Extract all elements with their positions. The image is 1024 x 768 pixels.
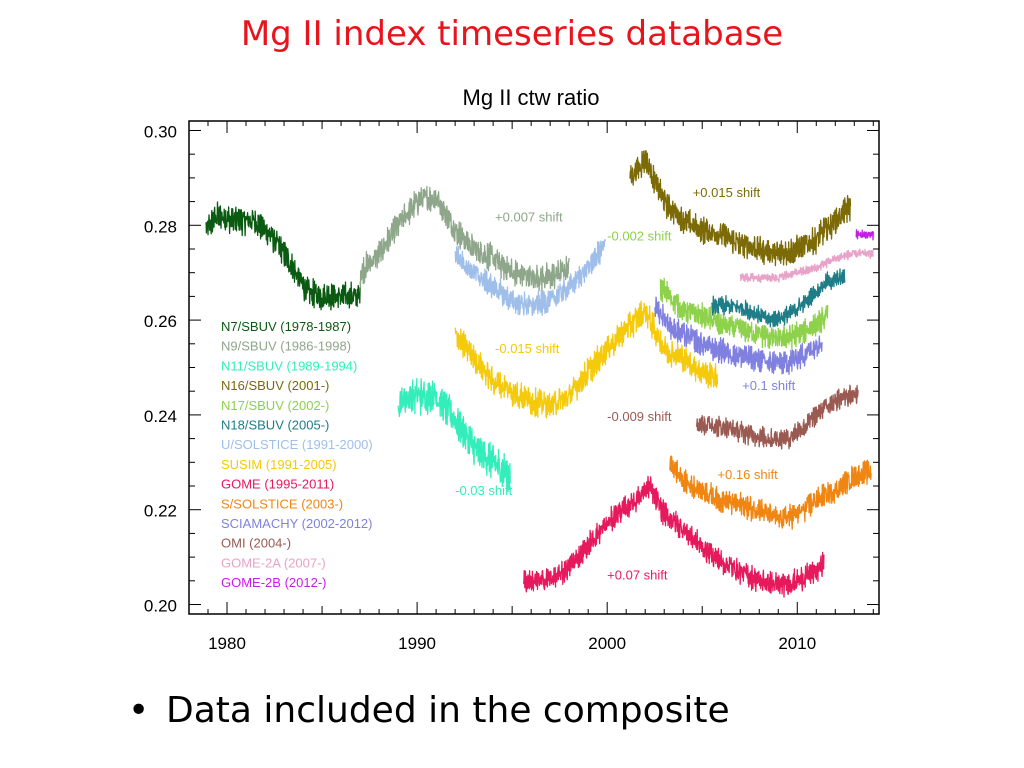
series-line [454,238,606,317]
legend-entry: U/SOLSTICE (1991-2000) [221,437,373,452]
legend-entry: N18/SBUV (2005-) [221,418,329,433]
chart-title: Mg II ctw ratio [463,85,600,110]
x-tick-label: 1990 [398,634,436,653]
bullet-text: Data included in the composite [166,690,730,731]
legend-entry: N7/SBUV (1978-1987) [221,319,351,334]
legend-entry: N17/SBUV (2002-) [221,398,329,413]
series-line [629,150,852,267]
legend-entry: GOME-2B (2012-) [221,575,326,590]
y-tick-label: 0.20 [144,597,177,616]
legend-entry: OMI (2004-) [221,536,291,551]
series-line [739,248,874,284]
bullet-item: • Data included in the composite [128,690,730,731]
legend-entry: GOME-2A (2007-) [221,555,326,570]
y-tick-label: 0.24 [144,407,177,426]
shift-annotation: +0.015 shift [693,185,761,200]
shift-annotation: -0.009 shift [607,409,672,424]
legend-entry: SCIAMACHY (2002-2012) [221,516,373,531]
shift-annotation: +0.007 shift [495,209,563,224]
y-tick-label: 0.30 [144,122,177,141]
legend-entry: SUSIM (1991-2005) [221,457,337,472]
series-line [522,475,825,598]
series-line [454,300,719,419]
annotations: +0.007 shift -0.002 shift +0.015 shift -0.0… [455,185,796,583]
series-line [855,229,874,241]
series-layer [205,150,874,598]
x-tick-label: 2010 [778,634,816,653]
shift-annotation: +0.07 shift [607,567,668,582]
axes-layer: 1980 1990 2000 2010 0.20 0.22 0.24 0.26 0.28 0.30 [144,120,880,653]
legend-entry: S/SOLSTICE (2003-) [221,496,343,511]
series-line [654,296,823,375]
y-tick-label: 0.26 [144,312,177,331]
series-line [695,384,859,450]
legend-entry: N16/SBUV (2001-) [221,378,329,393]
legend-entry: N11/SBUV (1989-1994) [221,358,357,373]
legend-entry: N9/SBUV (1986-1998) [221,339,351,354]
x-tick-label: 2000 [588,634,626,653]
shift-annotation: -0.015 shift [495,341,560,356]
bullet-icon: • [128,690,150,731]
shift-annotation: +0.1 shift [742,378,796,393]
series-line [711,268,846,328]
shift-annotation: +0.16 shift [717,467,778,482]
shift-annotation: -0.03 shift [455,483,512,498]
legend-entry: GOME (1995-2011) [221,477,334,492]
slide-title: Mg II index timeseries database [240,14,784,54]
legend: N7/SBUV (1978-1987) N9/SBUV (1986-1998) N1… [221,319,373,590]
series-line [669,455,872,530]
shift-annotation: -0.002 shift [607,228,672,243]
y-tick-label: 0.22 [144,502,177,521]
series-line [397,378,511,493]
series-line [659,277,829,350]
x-tick-label: 1980 [208,634,246,653]
y-tick-label: 0.28 [144,217,177,236]
series-line [359,185,570,292]
series-line [205,201,361,311]
